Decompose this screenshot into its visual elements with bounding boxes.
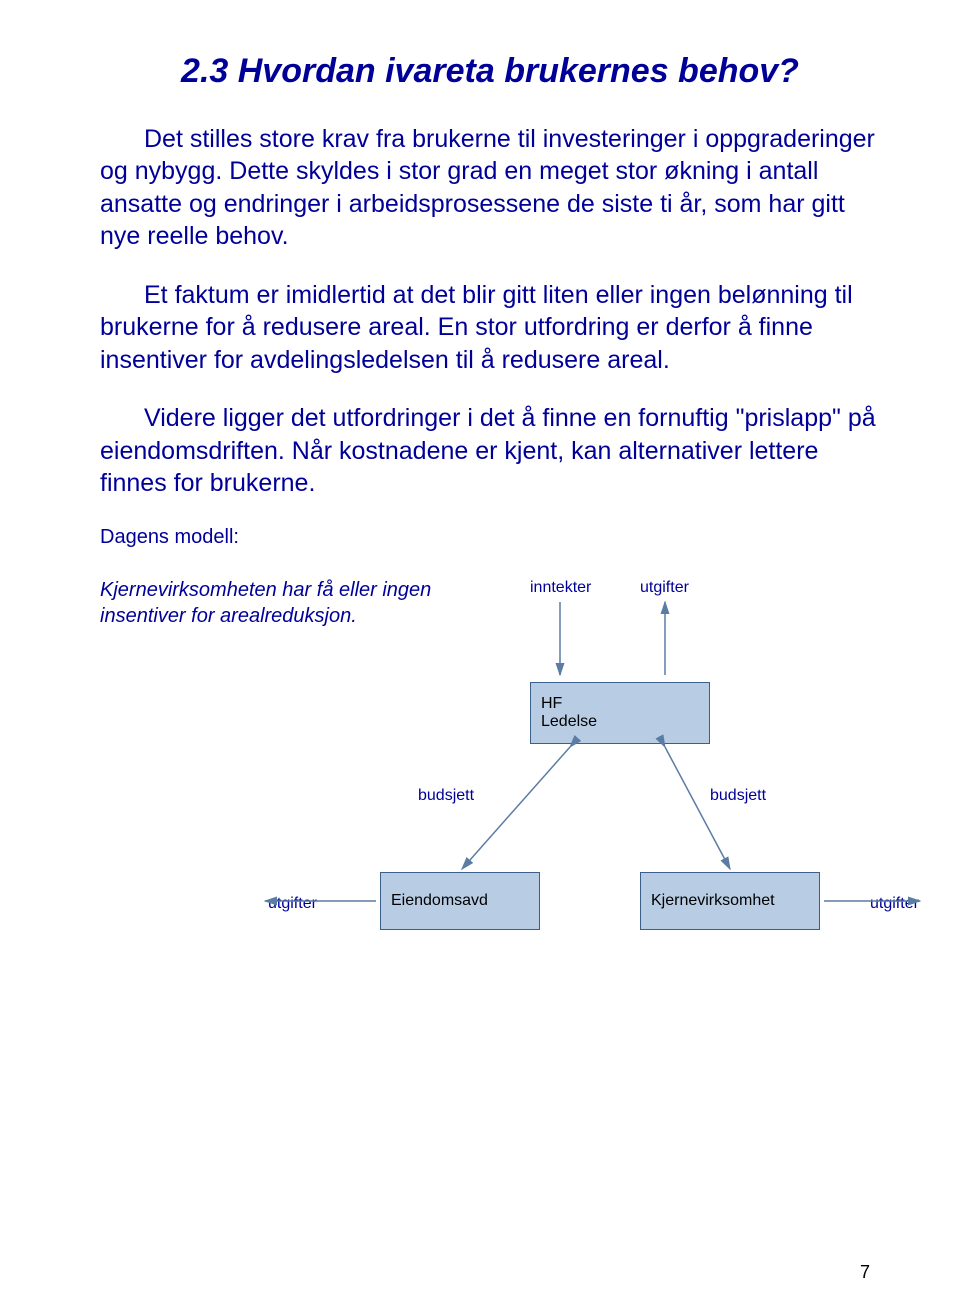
- paragraph-1: Det stilles store krav fra brukerne til …: [100, 123, 880, 253]
- diagram-arrows: [100, 577, 880, 957]
- page-number: 7: [860, 1262, 870, 1283]
- paragraph-3: Videre ligger det utfordringer i det å f…: [100, 402, 880, 500]
- diagram: Kjernevirksomheten har få eller ingen in…: [100, 577, 880, 957]
- paragraph-2: Et faktum er imidlertid at det blir gitt…: [100, 279, 880, 377]
- section-title: 2.3 Hvordan ivareta brukernes behov?: [100, 50, 880, 93]
- model-subheading: Dagens modell:: [100, 526, 880, 549]
